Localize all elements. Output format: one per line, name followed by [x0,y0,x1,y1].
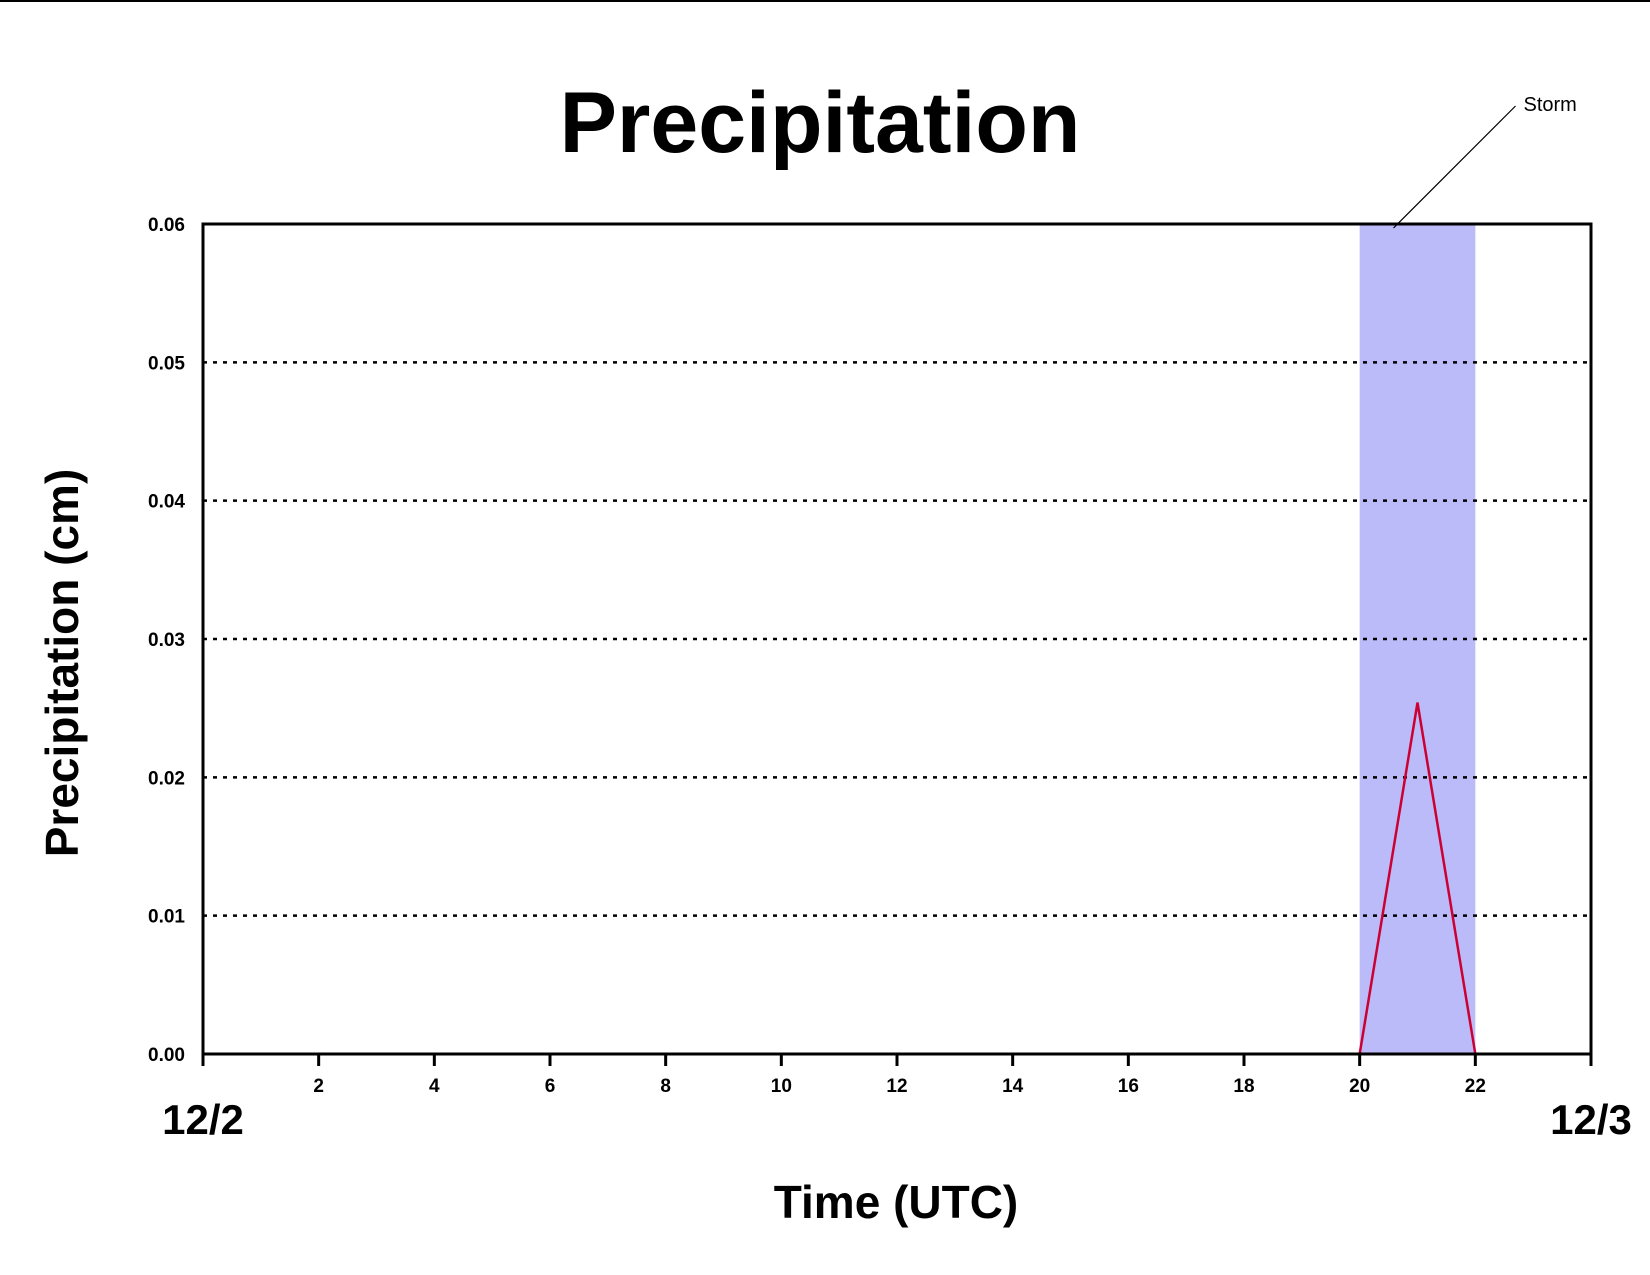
x-tick-label: 2 [313,1076,324,1097]
plot-area: 2 4 6 8 10 12 14 16 18 20 22 0.000.010.020.030.040… [148,215,1593,1097]
x-tick-label: 12 [886,1076,907,1097]
y-axis-title: Precipitation (cm) [36,469,88,858]
chart-title: Precipitation [560,75,1081,171]
y-tick-label: 0.02 [148,768,185,789]
x-tick-label: 8 [660,1076,671,1097]
y-tick-label: 0.05 [148,353,185,374]
x-tick-label: 10 [771,1076,792,1097]
storm-shaded-region [1359,224,1476,1054]
x-tick-label: 20 [1349,1076,1370,1097]
x-tick-label: 18 [1233,1076,1254,1097]
x-axis-title: Time (UTC) [774,1176,1019,1228]
y-tick-label: 0.04 [148,492,185,513]
x-tick-label: 14 [1002,1076,1024,1097]
y-tick-label: 0.01 [148,907,185,928]
y-tick-label: 0.03 [148,630,185,651]
x-axis-ticks: 2 4 6 8 10 12 14 16 18 20 22 [201,1054,1593,1097]
y-tick-label: 0.06 [148,215,185,236]
storm-annotation-leader [1393,105,1516,229]
grid-lines [203,361,1591,917]
x-tick-label: 6 [545,1076,556,1097]
x-tick-label: 16 [1118,1076,1139,1097]
x-tick-label: 22 [1465,1076,1486,1097]
start-date-label: 12/2 [162,1096,244,1143]
storm-annotation-label: Storm [1524,94,1577,116]
y-axis-ticks: 0.00 0.01 0.02 0.03 0.04 0.05 0.06 [148,215,185,1066]
end-date-label: 12/3 [1550,1096,1632,1143]
y-tick-label: 0.00 [148,1045,185,1066]
x-tick-label: 4 [429,1076,440,1097]
